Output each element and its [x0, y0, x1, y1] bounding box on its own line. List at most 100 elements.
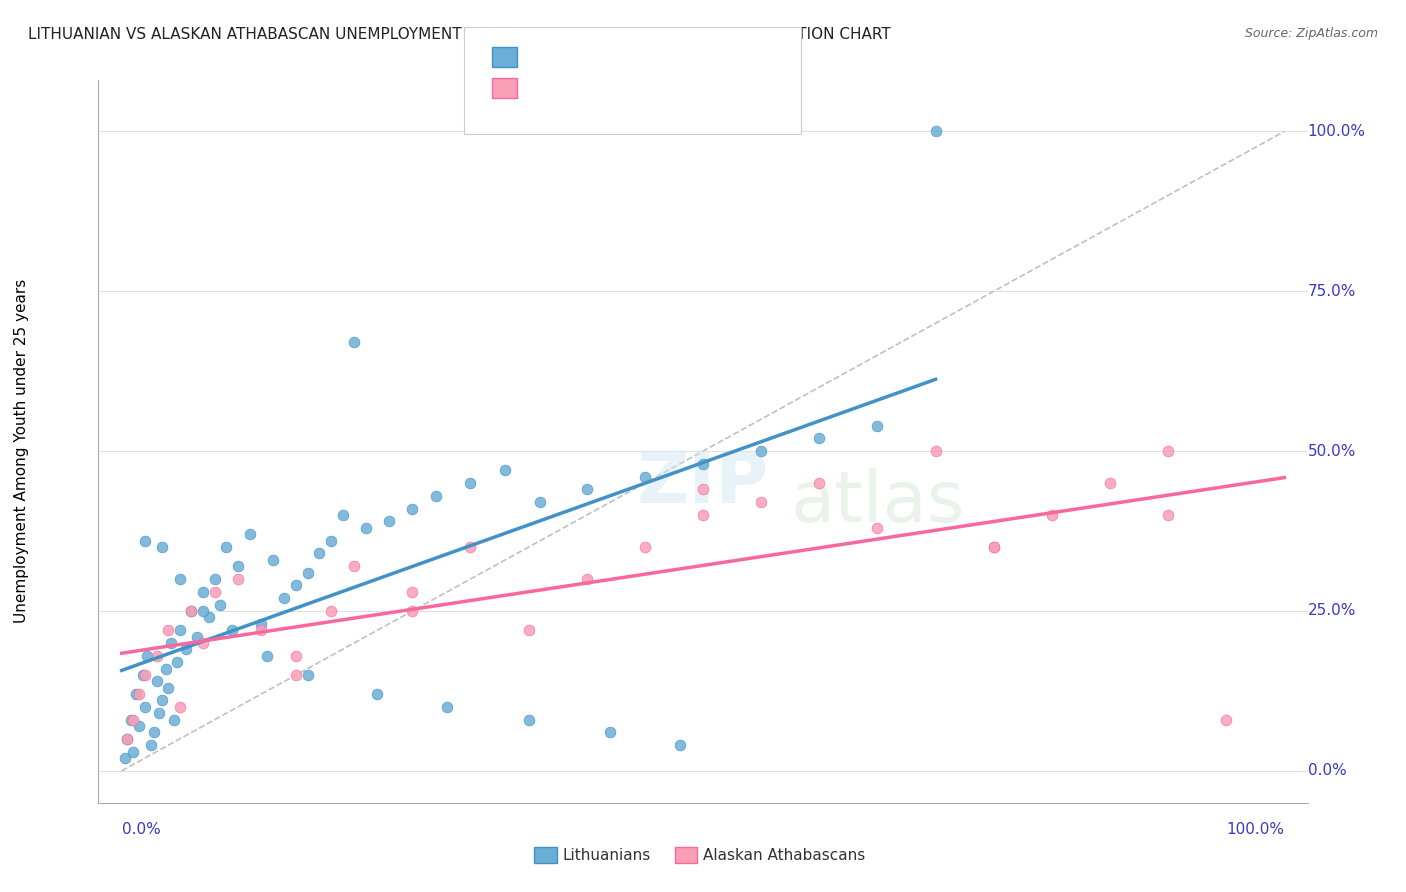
Point — [239, 527, 262, 541]
Text: R = 0.382    N = 65: R = 0.382 N = 65 — [523, 47, 699, 65]
Text: R = 0.359    N = 35: R = 0.359 N = 35 — [523, 78, 699, 96]
Point — [139, 738, 162, 752]
Point — [180, 604, 202, 618]
Point — [634, 469, 657, 483]
Point — [128, 687, 150, 701]
Point — [1040, 508, 1063, 522]
Point — [494, 463, 516, 477]
Point — [285, 578, 308, 592]
Point — [343, 335, 366, 350]
Point — [145, 674, 167, 689]
Point — [114, 751, 136, 765]
Point — [204, 584, 226, 599]
Text: Source: ZipAtlas.com: Source: ZipAtlas.com — [1244, 27, 1378, 40]
Text: 100.0%: 100.0% — [1308, 124, 1365, 139]
Point — [117, 731, 139, 746]
Point — [169, 623, 191, 637]
Text: 25.0%: 25.0% — [1308, 604, 1355, 618]
Point — [122, 745, 145, 759]
Text: Alaskan Athabascans: Alaskan Athabascans — [703, 848, 865, 863]
Point — [191, 584, 214, 599]
Point — [169, 572, 191, 586]
Point — [204, 572, 226, 586]
Point — [157, 623, 180, 637]
Text: LITHUANIAN VS ALASKAN ATHABASCAN UNEMPLOYMENT AMONG YOUTH UNDER 25 YEARS CORRELA: LITHUANIAN VS ALASKAN ATHABASCAN UNEMPLO… — [28, 27, 891, 42]
Point — [122, 713, 145, 727]
Text: Unemployment Among Youth under 25 years: Unemployment Among Youth under 25 years — [14, 279, 28, 624]
Point — [343, 559, 366, 574]
Point — [124, 687, 146, 701]
Text: atlas: atlas — [790, 467, 965, 537]
Point — [157, 681, 180, 695]
Point — [221, 623, 243, 637]
Point — [749, 444, 772, 458]
Point — [1215, 713, 1237, 727]
Point — [599, 725, 621, 739]
Point — [1098, 476, 1121, 491]
Point — [866, 521, 889, 535]
Point — [668, 738, 690, 752]
Point — [174, 642, 197, 657]
Point — [575, 483, 598, 497]
Point — [166, 655, 188, 669]
Text: 50.0%: 50.0% — [1308, 443, 1355, 458]
Point — [425, 489, 447, 503]
Point — [983, 540, 1005, 554]
Point — [517, 623, 540, 637]
Text: 0.0%: 0.0% — [122, 822, 160, 837]
Point — [191, 636, 214, 650]
Point — [191, 604, 214, 618]
Point — [226, 572, 249, 586]
Point — [401, 501, 423, 516]
Point — [692, 508, 714, 522]
Point — [150, 540, 173, 554]
Point — [273, 591, 295, 606]
Point — [150, 693, 173, 707]
Point — [159, 636, 181, 650]
Point — [120, 713, 142, 727]
Point — [148, 706, 170, 721]
Point — [332, 508, 354, 522]
Text: 0.0%: 0.0% — [1308, 764, 1347, 779]
Point — [749, 495, 772, 509]
Point — [143, 725, 166, 739]
Point — [319, 533, 342, 548]
Text: Lithuanians: Lithuanians — [562, 848, 651, 863]
Point — [529, 495, 551, 509]
Point — [517, 713, 540, 727]
Text: 100.0%: 100.0% — [1226, 822, 1284, 837]
Point — [297, 668, 319, 682]
Text: 75.0%: 75.0% — [1308, 284, 1355, 299]
Text: ZIP: ZIP — [637, 449, 769, 517]
Point — [180, 604, 202, 618]
Point — [634, 540, 657, 554]
Point — [285, 648, 308, 663]
Point — [250, 623, 273, 637]
Point — [134, 668, 156, 682]
Point — [136, 648, 159, 663]
Point — [319, 604, 342, 618]
Point — [575, 572, 598, 586]
Point — [134, 533, 156, 548]
Point — [692, 457, 714, 471]
Point — [436, 699, 458, 714]
Point — [924, 444, 946, 458]
Point — [163, 713, 186, 727]
Point — [378, 515, 401, 529]
Point — [256, 648, 278, 663]
Point — [692, 483, 714, 497]
Point — [866, 418, 889, 433]
Point — [128, 719, 150, 733]
Point — [262, 553, 284, 567]
Point — [209, 598, 232, 612]
Point — [401, 584, 423, 599]
Point — [117, 731, 139, 746]
Point — [460, 540, 482, 554]
Point — [460, 476, 482, 491]
Point — [1157, 444, 1180, 458]
Point — [297, 566, 319, 580]
Point — [401, 604, 423, 618]
Point — [285, 668, 308, 682]
Point — [308, 546, 330, 560]
Point — [808, 476, 831, 491]
